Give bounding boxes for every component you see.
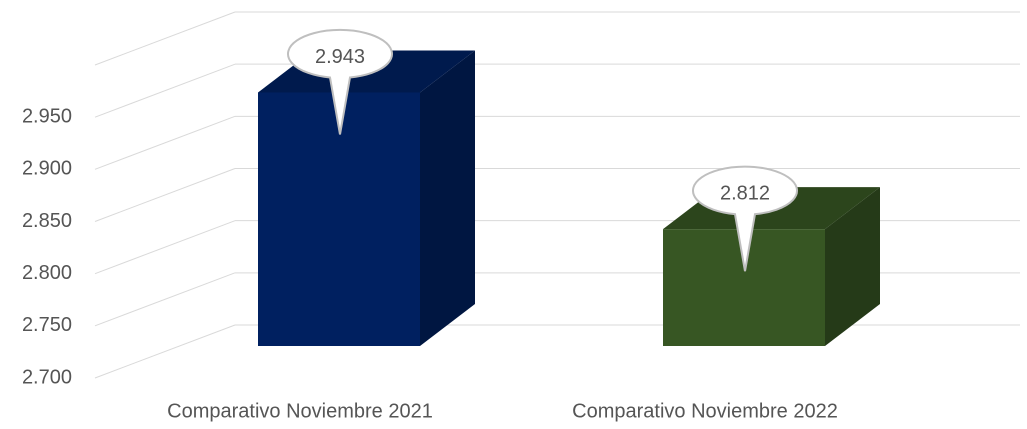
y-tick-label: 2.950 <box>22 105 72 127</box>
y-tick-label: 2.850 <box>22 210 72 232</box>
y-tick-label: 2.700 <box>22 366 72 388</box>
grid-line <box>94 63 236 118</box>
bar-side <box>420 50 475 346</box>
grid-line <box>94 168 236 222</box>
x-tick-label: Comparativo Noviembre 2021 <box>167 400 433 422</box>
grid-line <box>94 11 236 66</box>
y-tick-label: 2.750 <box>22 314 72 336</box>
bar <box>258 92 420 346</box>
grid-line <box>94 272 236 327</box>
callout <box>287 28 393 135</box>
grid-line <box>94 324 236 379</box>
grid-line <box>94 115 236 170</box>
data-label: 2.943 <box>315 46 365 68</box>
grid-line <box>94 220 236 275</box>
y-tick-label: 2.800 <box>22 262 72 284</box>
bar-side <box>825 187 880 346</box>
callout <box>692 165 798 272</box>
y-tick-label: 2.900 <box>22 158 72 180</box>
x-tick-label: Comparativo Noviembre 2022 <box>572 400 838 422</box>
data-label: 2.812 <box>720 182 770 204</box>
